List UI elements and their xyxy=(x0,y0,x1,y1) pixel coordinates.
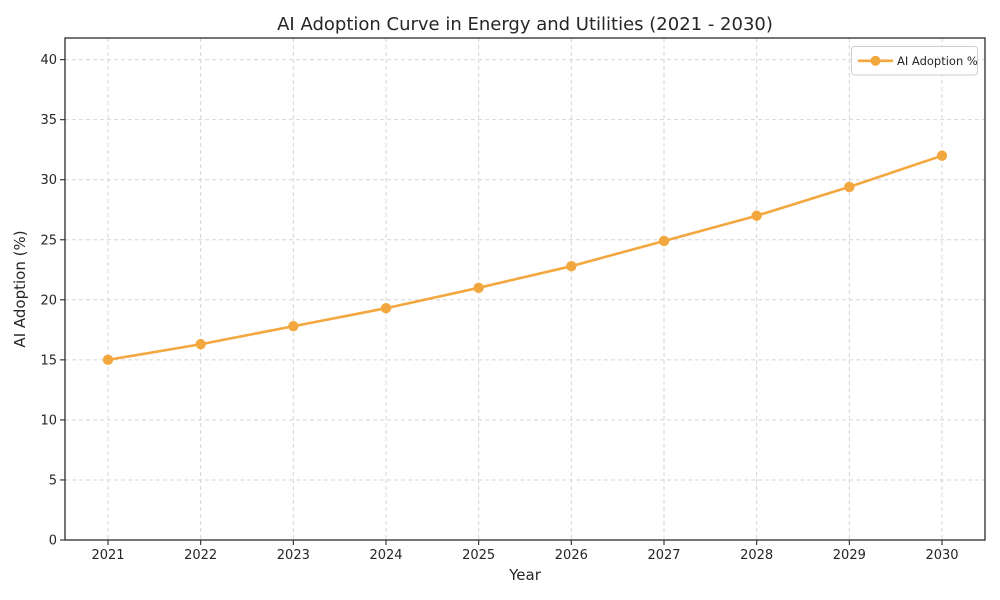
data-point-marker xyxy=(751,210,762,221)
x-tick-label: 2027 xyxy=(647,548,680,563)
x-tick-label: 2022 xyxy=(184,548,217,563)
data-point-marker xyxy=(936,150,948,161)
data-point-marker xyxy=(102,354,114,366)
x-tick-label: 2023 xyxy=(277,548,310,563)
data-line xyxy=(106,154,944,362)
x-tick-label: 2029 xyxy=(833,548,866,563)
x-tick-label: 2026 xyxy=(555,548,588,563)
x-axis-label: Year xyxy=(508,566,542,584)
y-tick-label: 15 xyxy=(40,353,57,368)
x-tick-label: 2028 xyxy=(740,548,773,563)
x-tick-label: 2025 xyxy=(462,548,495,563)
y-tick-label: 10 xyxy=(40,413,57,428)
data-point-marker xyxy=(473,282,484,293)
data-point-marker xyxy=(288,321,299,332)
data-point-marker xyxy=(658,235,670,247)
legend-label: AI Adoption % xyxy=(897,54,978,68)
y-tick-label: 5 xyxy=(49,473,57,488)
y-tick-label: 20 xyxy=(40,293,57,308)
data-point-marker xyxy=(380,303,392,314)
x-tick-label: 2021 xyxy=(91,548,124,563)
y-tick-label: 40 xyxy=(40,53,57,68)
y-tick-label: 35 xyxy=(40,113,57,128)
x-tick-label: 2030 xyxy=(925,548,958,563)
data-point-marker xyxy=(195,339,206,350)
data-point-marker xyxy=(566,260,577,272)
y-tick-label: 30 xyxy=(40,173,57,188)
chart-title: AI Adoption Curve in Energy and Utilitie… xyxy=(277,14,773,35)
x-tick-label: 2024 xyxy=(369,548,402,563)
y-tick-label: 0 xyxy=(49,534,57,549)
axis-spine xyxy=(64,37,986,541)
y-axis-label: AI Adoption (%) xyxy=(11,230,29,347)
legend-marker-icon xyxy=(870,55,881,66)
y-tick-label: 25 xyxy=(40,233,57,248)
data-point-marker xyxy=(844,181,855,193)
legend: AI Adoption % xyxy=(851,46,978,76)
plot-area xyxy=(65,38,985,540)
legend-box xyxy=(851,46,978,76)
